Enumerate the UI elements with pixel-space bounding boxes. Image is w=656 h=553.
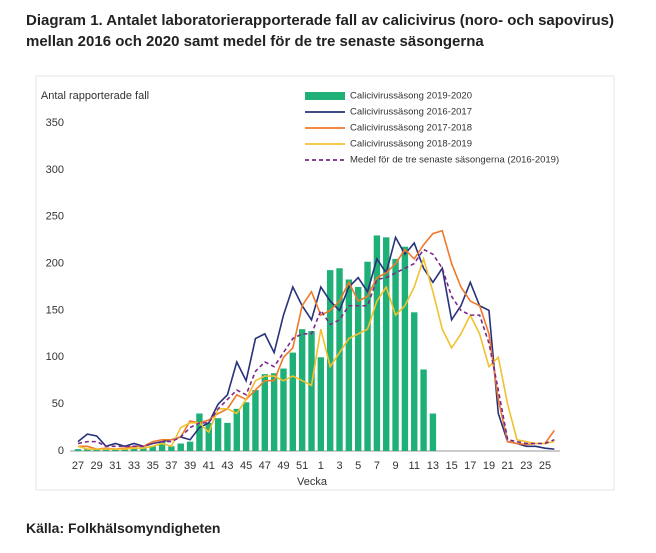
- bar: [196, 413, 203, 451]
- bar: [308, 331, 315, 451]
- y-tick-label: 0: [58, 445, 64, 457]
- bar: [401, 246, 409, 451]
- bar: [177, 443, 184, 451]
- bar: [326, 270, 334, 451]
- legend-label: Medel för de tre senaste säsongerna (201…: [350, 155, 559, 166]
- bar: [84, 449, 91, 451]
- x-tick-label: 41: [203, 460, 215, 472]
- bar: [149, 446, 156, 451]
- bar: [158, 441, 166, 451]
- line: [77, 256, 555, 450]
- bar: [140, 447, 147, 451]
- bar: [345, 279, 353, 451]
- x-tick-label: 51: [296, 460, 308, 472]
- bar: [429, 413, 437, 451]
- x-tick-label: 11: [409, 460, 420, 472]
- bar: [93, 449, 100, 451]
- bar: [392, 258, 399, 451]
- y-tick-label: 150: [46, 304, 64, 316]
- bar: [373, 235, 381, 451]
- bar: [364, 261, 371, 451]
- legend-label: Calicivirussäsong 2018-2019: [350, 139, 472, 150]
- bar: [112, 449, 119, 451]
- x-tick-label: 31: [109, 460, 121, 472]
- legend-label: Calicivirussäsong 2017-2018: [350, 123, 472, 134]
- bar: [383, 237, 390, 451]
- bar: [261, 374, 268, 451]
- legend-label: Calicivirussäsong 2016-2017: [350, 107, 472, 118]
- x-tick-label: 3: [336, 460, 342, 472]
- legend-swatch: [305, 92, 345, 100]
- x-tick-label: 5: [355, 460, 361, 472]
- x-axis-label: Vecka: [297, 476, 328, 488]
- bar: [289, 352, 297, 451]
- bar: [205, 422, 212, 451]
- x-tick-label: 19: [483, 460, 495, 472]
- y-tick-label: 350: [46, 117, 64, 129]
- x-tick-label: 15: [445, 460, 457, 472]
- bar: [317, 357, 325, 451]
- bar: [270, 373, 278, 451]
- y-tick-label: 250: [46, 211, 64, 223]
- bar: [224, 422, 231, 451]
- bar: [102, 449, 110, 451]
- bar: [411, 312, 418, 451]
- bar: [186, 441, 194, 451]
- y-tick-label: 200: [46, 257, 64, 269]
- bar: [130, 448, 138, 451]
- bar: [74, 449, 82, 451]
- x-tick-label: 45: [240, 460, 252, 472]
- bar: [242, 402, 250, 451]
- x-tick-label: 27: [72, 460, 84, 472]
- legend-label: Calicivirussäsong 2019-2020: [350, 91, 472, 102]
- x-tick-label: 1: [318, 460, 324, 472]
- bar: [298, 329, 306, 451]
- x-tick-label: 17: [464, 460, 476, 472]
- bar: [252, 390, 259, 451]
- bar: [355, 287, 362, 451]
- bar: [233, 408, 240, 451]
- bar: [420, 369, 427, 451]
- bar: [214, 418, 222, 451]
- x-tick-label: 35: [147, 460, 159, 472]
- x-tick-label: 25: [539, 460, 551, 472]
- bar: [280, 368, 287, 451]
- y-axis-label: Antal rapporterade fall: [40, 90, 150, 102]
- x-tick-label: 23: [520, 460, 532, 472]
- line: [78, 229, 555, 450]
- x-tick-label: 9: [392, 460, 398, 472]
- x-tick-label: 49: [277, 460, 289, 472]
- y-tick-label: 100: [46, 351, 64, 363]
- x-tick-label: 33: [128, 460, 140, 472]
- x-tick-label: 29: [91, 460, 103, 472]
- x-tick-label: 21: [502, 460, 514, 472]
- x-tick-label: 7: [374, 460, 380, 472]
- x-tick-label: 13: [427, 460, 439, 472]
- bar: [336, 268, 343, 451]
- chart-frame: [35, 75, 615, 491]
- x-tick-label: 43: [221, 460, 233, 472]
- y-tick-label: 50: [52, 398, 64, 410]
- title: Diagram 1. Antalet laboratorierapportera…: [26, 12, 614, 50]
- x-tick-label: 39: [184, 460, 196, 472]
- x-tick-label: 37: [165, 460, 177, 472]
- y-tick-label: 300: [46, 164, 64, 176]
- bar: [168, 446, 175, 451]
- x-tick-label: 47: [259, 460, 271, 472]
- source: Källa: Folkhälsomyndigheten: [26, 520, 221, 536]
